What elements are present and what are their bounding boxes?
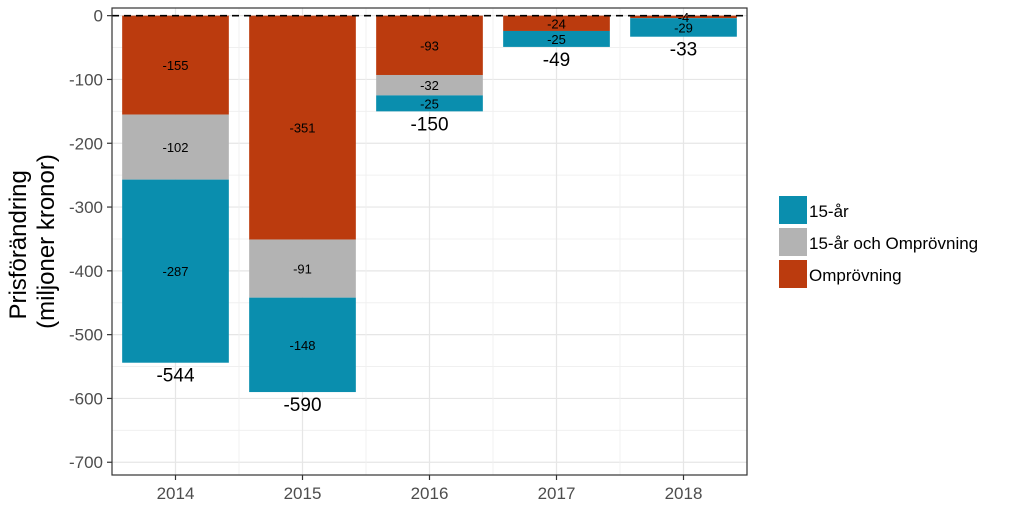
y-tick-label: -700 bbox=[69, 453, 103, 472]
x-tick-label: 2014 bbox=[157, 484, 195, 503]
total-value-label: -49 bbox=[543, 50, 570, 71]
total-value-label: -33 bbox=[670, 40, 697, 61]
total-value-label: -150 bbox=[410, 114, 448, 135]
segment-value-label: -155 bbox=[162, 58, 188, 73]
bar-segment bbox=[249, 15, 356, 240]
y-tick-label: -100 bbox=[69, 70, 103, 89]
y-tick-label: -600 bbox=[69, 389, 103, 408]
bar-segment bbox=[122, 15, 229, 115]
y-axis-title: Prisförändring (miljoner kronor) bbox=[5, 154, 60, 329]
legend-swatch bbox=[779, 196, 807, 224]
bar-segment bbox=[630, 15, 737, 19]
segment-value-label: -25 bbox=[420, 96, 439, 111]
x-tick-label: 2015 bbox=[284, 484, 322, 503]
legend-label: 15-år och Omprövning bbox=[809, 234, 978, 253]
bar-segment bbox=[376, 95, 483, 112]
segment-value-label: -4 bbox=[678, 10, 690, 25]
legend-label: 15-år bbox=[809, 202, 849, 221]
segment-value-label: -25 bbox=[547, 32, 566, 47]
bars bbox=[122, 15, 737, 393]
y-tick-label: -400 bbox=[69, 262, 103, 281]
legend-swatch bbox=[779, 260, 807, 288]
y-tick-label: 0 bbox=[94, 7, 103, 26]
total-value-label: -590 bbox=[283, 395, 321, 416]
x-axis: 2014 2015 2016 2017 2018 bbox=[157, 475, 703, 503]
bar-segment bbox=[249, 239, 356, 298]
y-tick-label: -300 bbox=[69, 198, 103, 217]
bar-segment bbox=[630, 18, 737, 37]
x-tick-label: 2018 bbox=[665, 484, 703, 503]
segment-value-label: -148 bbox=[289, 338, 315, 353]
segment-value-label: -351 bbox=[289, 121, 315, 136]
y-tick-label: -200 bbox=[69, 134, 103, 153]
legend-label: Omprövning bbox=[809, 266, 902, 285]
y-axis-title-line-2: (miljoner kronor) bbox=[33, 154, 60, 329]
bar-segment bbox=[122, 179, 229, 363]
segment-labels: -155-102-287-351-91-148-93-32-25-24-25-4… bbox=[162, 10, 692, 353]
bar-segment bbox=[503, 15, 610, 31]
segment-value-label: -287 bbox=[162, 264, 188, 279]
legend: 15-år 15-år och Omprövning Omprövning bbox=[779, 196, 978, 288]
y-axis: 0 -100 -200 -300 -400 -500 -600 -700 bbox=[69, 7, 112, 472]
segment-value-label: -93 bbox=[420, 38, 439, 53]
total-labels: -544 -590 -150 -49 -33 bbox=[156, 40, 697, 416]
segment-value-label: -32 bbox=[420, 78, 439, 93]
bar-segment bbox=[376, 15, 483, 75]
y-tick-label: -500 bbox=[69, 326, 103, 345]
x-tick-label: 2017 bbox=[538, 484, 576, 503]
bar-segment bbox=[122, 114, 229, 180]
legend-swatch bbox=[779, 228, 807, 256]
total-value-label: -544 bbox=[156, 366, 194, 387]
bar-segment bbox=[249, 297, 356, 393]
segment-value-label: -29 bbox=[674, 20, 693, 35]
segment-value-label: -91 bbox=[293, 262, 312, 277]
bar-segment bbox=[376, 74, 483, 96]
bar-segment bbox=[503, 30, 610, 47]
x-tick-label: 2016 bbox=[411, 484, 449, 503]
segment-value-label: -24 bbox=[547, 16, 566, 31]
y-axis-title-line-1: Prisförändring bbox=[5, 170, 32, 319]
segment-value-label: -102 bbox=[162, 140, 188, 155]
